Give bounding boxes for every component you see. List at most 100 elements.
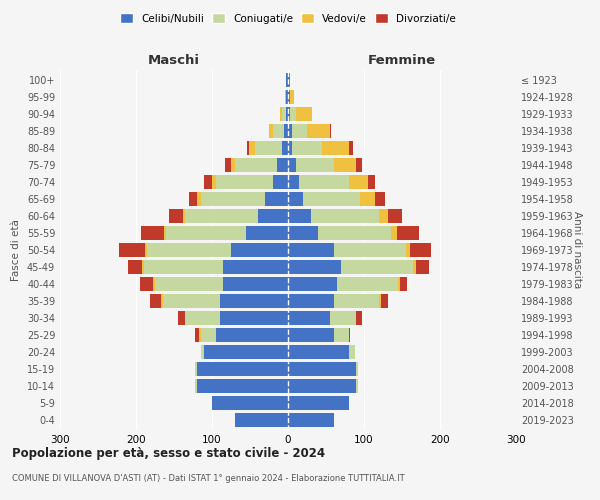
Bar bbox=[410, 243, 431, 257]
Bar bbox=[212, 175, 216, 189]
Bar bbox=[381, 294, 388, 308]
Bar bbox=[142, 226, 164, 240]
Bar bbox=[195, 362, 197, 376]
Bar bbox=[356, 362, 358, 376]
Bar bbox=[288, 107, 290, 121]
Legend: Celibi/Nubili, Coniugati/e, Vedovi/e, Divorziati/e: Celibi/Nubili, Coniugati/e, Vedovi/e, Di… bbox=[117, 10, 459, 26]
Bar bbox=[413, 260, 416, 274]
Bar bbox=[356, 311, 362, 325]
Text: Popolazione per età, sesso e stato civile - 2024: Popolazione per età, sesso e stato civil… bbox=[12, 448, 325, 460]
Bar bbox=[119, 243, 145, 257]
Bar bbox=[330, 311, 356, 325]
Bar bbox=[231, 158, 235, 172]
Bar bbox=[388, 209, 402, 223]
Bar bbox=[246, 226, 288, 240]
Bar bbox=[330, 124, 331, 138]
Bar bbox=[288, 362, 356, 376]
Bar bbox=[282, 107, 286, 121]
Bar bbox=[285, 90, 286, 104]
Bar bbox=[199, 328, 200, 342]
Bar bbox=[195, 379, 197, 393]
Bar bbox=[288, 243, 334, 257]
Bar bbox=[368, 175, 376, 189]
Bar bbox=[197, 379, 288, 393]
Bar bbox=[334, 328, 349, 342]
Bar bbox=[290, 90, 294, 104]
Bar bbox=[223, 260, 288, 274]
Bar bbox=[288, 175, 299, 189]
Bar bbox=[311, 209, 379, 223]
Bar bbox=[288, 277, 337, 291]
Text: Maschi: Maschi bbox=[148, 54, 200, 66]
Bar bbox=[223, 277, 288, 291]
Bar bbox=[235, 158, 277, 172]
Bar bbox=[303, 192, 360, 206]
Bar bbox=[286, 73, 288, 87]
Bar bbox=[376, 192, 385, 206]
Bar bbox=[247, 141, 249, 155]
Bar bbox=[200, 328, 216, 342]
Bar bbox=[231, 243, 288, 257]
Bar bbox=[322, 141, 349, 155]
Bar bbox=[273, 124, 284, 138]
Bar bbox=[400, 277, 407, 291]
Bar bbox=[296, 158, 334, 172]
Bar bbox=[360, 192, 376, 206]
Bar bbox=[334, 158, 356, 172]
Bar bbox=[257, 209, 288, 223]
Bar bbox=[200, 192, 265, 206]
Bar bbox=[282, 141, 288, 155]
Bar bbox=[397, 226, 419, 240]
Bar bbox=[292, 124, 307, 138]
Bar bbox=[205, 345, 288, 359]
Bar bbox=[249, 141, 256, 155]
Bar bbox=[143, 260, 223, 274]
Bar bbox=[349, 328, 350, 342]
Bar bbox=[288, 328, 334, 342]
Bar bbox=[286, 90, 288, 104]
Bar bbox=[288, 379, 356, 393]
Bar bbox=[178, 311, 185, 325]
Bar bbox=[205, 175, 212, 189]
Bar bbox=[140, 277, 154, 291]
Bar bbox=[349, 141, 353, 155]
Bar bbox=[288, 294, 334, 308]
Bar bbox=[169, 209, 183, 223]
Bar bbox=[265, 192, 288, 206]
Bar bbox=[288, 345, 349, 359]
Bar bbox=[189, 192, 197, 206]
Bar bbox=[379, 209, 388, 223]
Bar bbox=[356, 158, 362, 172]
Text: COMUNE DI VILLANOVA D'ASTI (AT) - Dati ISTAT 1° gennaio 2024 - Elaborazione TUTT: COMUNE DI VILLANOVA D'ASTI (AT) - Dati I… bbox=[12, 474, 404, 483]
Bar bbox=[356, 379, 358, 393]
Bar bbox=[273, 175, 288, 189]
Bar bbox=[288, 124, 292, 138]
Bar bbox=[288, 311, 330, 325]
Y-axis label: Anni di nascita: Anni di nascita bbox=[572, 212, 582, 288]
Bar bbox=[288, 158, 296, 172]
Bar bbox=[288, 226, 319, 240]
Bar bbox=[416, 260, 430, 274]
Bar bbox=[288, 73, 290, 87]
Bar bbox=[349, 345, 355, 359]
Bar bbox=[288, 260, 341, 274]
Bar bbox=[337, 277, 398, 291]
Bar bbox=[220, 311, 288, 325]
Bar bbox=[288, 141, 292, 155]
Bar bbox=[288, 90, 290, 104]
Bar bbox=[334, 294, 379, 308]
Bar bbox=[288, 192, 303, 206]
Bar bbox=[280, 107, 282, 121]
Bar bbox=[379, 294, 381, 308]
Bar bbox=[299, 175, 349, 189]
Bar bbox=[319, 226, 391, 240]
Bar bbox=[197, 192, 200, 206]
Bar bbox=[349, 175, 368, 189]
Bar bbox=[185, 311, 220, 325]
Bar bbox=[145, 243, 148, 257]
Bar bbox=[391, 226, 397, 240]
Bar bbox=[161, 294, 163, 308]
Y-axis label: Fasce di età: Fasce di età bbox=[11, 219, 21, 281]
Bar bbox=[149, 294, 161, 308]
Bar bbox=[296, 107, 311, 121]
